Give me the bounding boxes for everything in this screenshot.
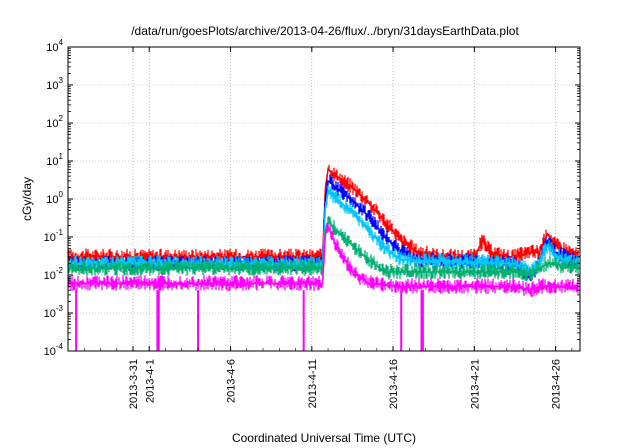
y-axis-label: cGy/day	[20, 177, 34, 221]
x-tick-label: 2013-4-6	[226, 359, 238, 403]
x-tick-label: 2013-4-16	[388, 359, 400, 409]
y-tick-label: 102	[46, 114, 63, 130]
y-tick-label: 104	[46, 38, 63, 54]
y-tick-label: 103	[46, 76, 63, 92]
series-5	[68, 222, 580, 298]
x-tick-label: 2013-3-31	[128, 359, 140, 409]
y-tick-label: 101	[46, 152, 63, 168]
series-line	[68, 167, 581, 258]
y-tick-label: 10-2	[44, 266, 64, 282]
y-tick-label: 10-4	[44, 342, 64, 358]
series-4	[68, 216, 581, 282]
series-line	[68, 190, 581, 273]
series-line	[68, 225, 580, 291]
x-axis-label: Coordinated Universal Time (UTC)	[232, 431, 416, 445]
series-line	[68, 220, 581, 276]
ticks: 10-4 10-3 10-2 10-1 100 101 102 103 104 2013-3-31…	[44, 38, 580, 409]
y-tick-label: 100	[46, 190, 63, 206]
grid	[68, 47, 580, 351]
x-tick-label: 2013-4-1	[144, 359, 156, 403]
x-tick-label: 2013-4-26	[551, 359, 563, 409]
y-tick-label: 10-3	[44, 304, 64, 320]
y-tick-label: 10-1	[44, 228, 64, 244]
chart-title: /data/run/goesPlots/archive/2013-04-26/f…	[131, 24, 519, 38]
x-tick-label: 2013-4-11	[307, 359, 319, 408]
series-layer	[68, 164, 581, 351]
x-tick-label: 2013-4-21	[469, 359, 481, 409]
